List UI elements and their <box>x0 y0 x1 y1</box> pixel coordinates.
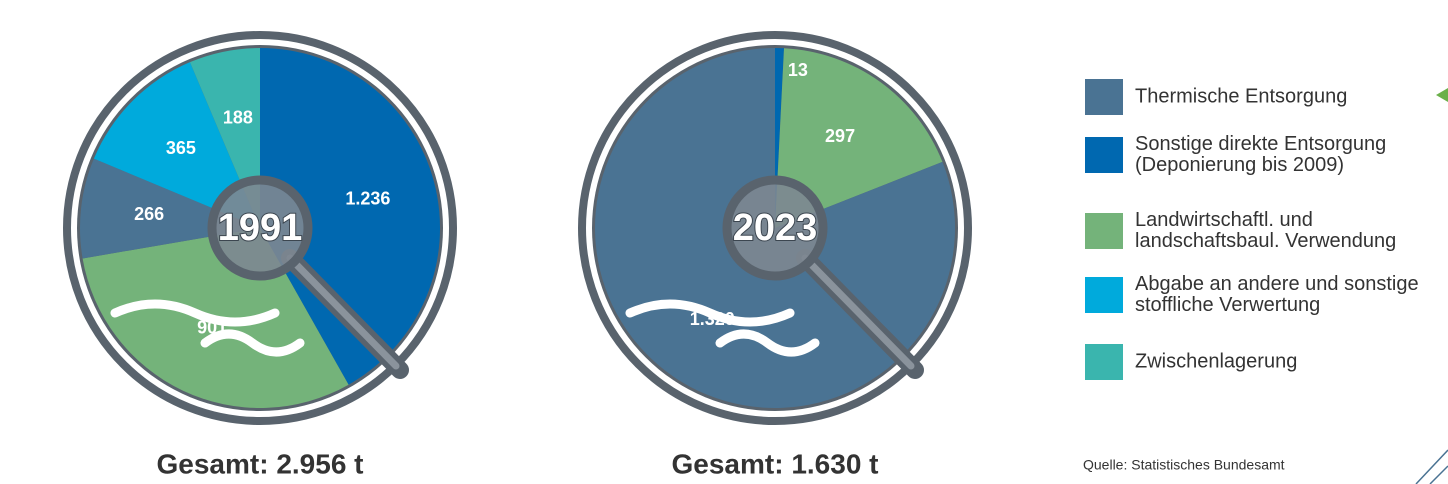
pie-slice <box>775 48 943 229</box>
legend-swatch <box>1085 137 1123 173</box>
legend-label: Sonstige direkte Entsorgung <box>1135 133 1386 155</box>
arrow-decoration <box>1436 88 1448 102</box>
pie-slice <box>93 62 261 228</box>
outer-ring <box>63 31 457 425</box>
value-label: 266 <box>134 204 164 224</box>
year-label: 1991 <box>218 207 303 249</box>
total-label: Gesamt: 2.956 t <box>157 448 364 479</box>
value-label: 13 <box>788 60 808 80</box>
legend-swatch <box>1085 277 1123 313</box>
legend-label: stoffliche Verwertung <box>1135 294 1320 316</box>
value-label: 188 <box>223 107 253 127</box>
pie-slice <box>260 48 441 385</box>
legend-label: landschaftsbaul. Verwendung <box>1135 230 1396 252</box>
wave-decoration <box>715 329 820 357</box>
value-label: 1.236 <box>345 188 390 208</box>
magnifier-handle-inner <box>801 254 915 370</box>
wave-decoration <box>625 299 795 327</box>
source: Quelle: Statistisches Bundesamt <box>1083 457 1285 473</box>
total-label: Gesamt: 1.630 t <box>672 448 879 479</box>
wave-decoration <box>200 329 305 357</box>
legend-label: Abgabe an andere und sonstige <box>1135 273 1419 295</box>
legend-swatch <box>1085 79 1123 115</box>
line-decoration <box>1415 449 1448 484</box>
magnifier-lens <box>207 175 313 281</box>
magnifier-handle-inner <box>286 254 400 370</box>
wave-decoration <box>110 299 280 327</box>
legend-label: (Deponierung bis 2009) <box>1135 154 1344 176</box>
value-label: 901 <box>197 318 227 338</box>
value-label: 297 <box>825 126 855 146</box>
legend-swatch <box>1085 344 1123 380</box>
value-label: 1.320 <box>690 309 735 329</box>
value-label: 365 <box>166 138 196 158</box>
legend-label: Landwirtschaftl. und <box>1135 209 1313 231</box>
year-label: 2023 <box>733 207 818 249</box>
legend-swatch <box>1085 213 1123 249</box>
outer-ring <box>578 31 972 425</box>
legend-label: Thermische Entsorgung <box>1135 85 1347 107</box>
legend-label: Zwischenlagerung <box>1135 350 1297 372</box>
magnifier-lens <box>722 175 828 281</box>
